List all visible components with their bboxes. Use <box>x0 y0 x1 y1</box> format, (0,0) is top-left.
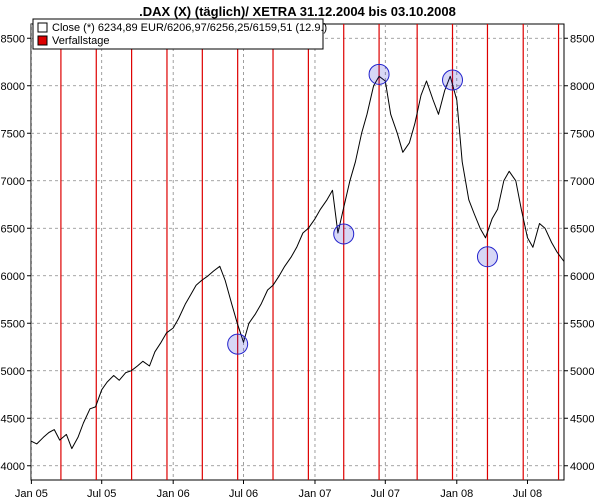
x-tick-label: Jan 06 <box>157 488 190 500</box>
highlight-circle <box>227 333 249 355</box>
legend-swatch-verfall <box>37 35 48 46</box>
y-tick-label-right: 4500 <box>570 413 594 425</box>
y-tick-label-right: 6500 <box>570 223 594 235</box>
legend-box <box>32 18 324 50</box>
y-tick-label-left: 6000 <box>1 271 25 283</box>
x-tick-label: Jan 05 <box>15 488 48 500</box>
y-tick-label-right: 8500 <box>570 33 594 45</box>
x-tick-label: Jan 07 <box>298 488 331 500</box>
chart-title: .DAX (X) (täglich)/ XETRA 31.12.2004 bis… <box>139 4 456 19</box>
highlight-circle <box>368 63 390 85</box>
y-tick-label-left: 8000 <box>1 81 25 93</box>
grid-layer <box>30 24 564 480</box>
y-tick-label-left: 7000 <box>1 176 25 188</box>
y-tick-label-left: 4500 <box>1 413 25 425</box>
y-tick-label-left: 8500 <box>1 33 25 45</box>
y-tick-label-left: 6500 <box>1 223 25 235</box>
y-tick-label-left: 7500 <box>1 128 25 140</box>
y-tick-label-right: 5500 <box>570 318 594 330</box>
y-tick-label-right: 8000 <box>570 81 594 93</box>
legend: Close (*) 6234,89 EUR/6206,97/6256,25/61… <box>32 18 327 50</box>
legend-label-close: Close (*) 6234,89 EUR/6206,97/6256,25/61… <box>52 22 327 34</box>
x-tick-label: Jul 08 <box>513 488 542 500</box>
close-series-line <box>30 75 565 450</box>
y-tick-label-left: 5500 <box>1 318 25 330</box>
series-layer <box>30 75 565 450</box>
y-tick-label-right: 6000 <box>570 271 594 283</box>
x-tick-label: Jan 08 <box>440 488 473 500</box>
y-tick-label-right: 4000 <box>570 461 594 473</box>
x-tick-label: Jul 05 <box>87 488 116 500</box>
y-tick-label-right: 5000 <box>570 366 594 378</box>
legend-label-verfall: Verfallstage <box>52 35 109 47</box>
highlight-circle <box>333 223 355 245</box>
plot-frame <box>30 23 565 481</box>
legend-swatch-close <box>37 22 48 33</box>
highlight-circle <box>476 246 498 268</box>
highlight-circle <box>442 69 464 91</box>
x-tick-label: Jul 06 <box>229 488 258 500</box>
x-tick-label: Jul 07 <box>371 488 400 500</box>
y-tick-label-right: 7000 <box>570 176 594 188</box>
y-tick-label-left: 5000 <box>1 366 25 378</box>
y-tick-label-right: 7500 <box>570 128 594 140</box>
circle-layer <box>227 63 498 355</box>
axis-layer: 4000 4000 4500 4500 5000 5000 5500 5500 6000 6000… <box>1 33 595 500</box>
verfall-layer <box>60 24 560 480</box>
y-tick-label-left: 4000 <box>1 461 25 473</box>
